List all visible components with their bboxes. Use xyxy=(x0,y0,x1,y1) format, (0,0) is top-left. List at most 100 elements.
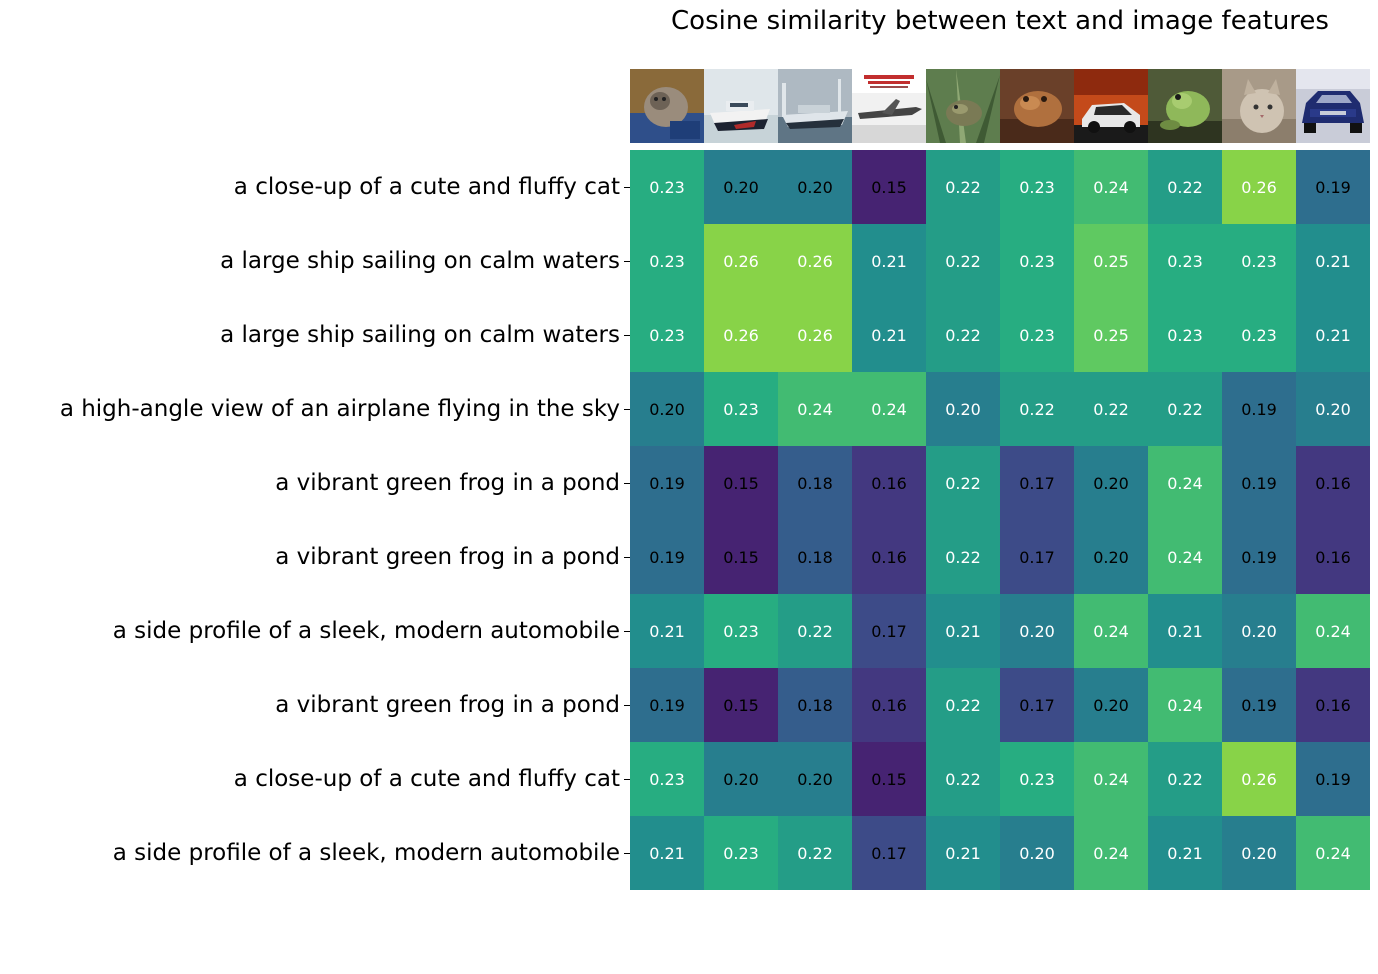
row-label: a vibrant green frog in a pond xyxy=(275,544,620,570)
heatmap-value-label: 0.22 xyxy=(1167,178,1203,197)
heatmap-cell xyxy=(704,520,778,594)
heatmap-value-label: 0.26 xyxy=(1241,770,1277,789)
heatmap-value-label: 0.26 xyxy=(797,252,833,271)
heatmap-value-label: 0.15 xyxy=(723,548,759,567)
heatmap-cell xyxy=(1296,816,1370,890)
heatmap-cell xyxy=(778,668,852,742)
frog-image-thumbnail xyxy=(1148,69,1222,143)
heatmap-value-label: 0.23 xyxy=(649,252,685,271)
similarity-heatmap: 0.23 0.20 0.20 0.15 0.22 0.23 0.24 0.22 0.26 0.19… xyxy=(630,150,1370,890)
heatmap-value-label: 0.22 xyxy=(1167,400,1203,419)
heatmap-value-label: 0.23 xyxy=(723,844,759,863)
heatmap-cell xyxy=(1000,372,1074,446)
heatmap-cell xyxy=(1222,520,1296,594)
heatmap-cell xyxy=(1296,668,1370,742)
heatmap-value-label: 0.22 xyxy=(1093,400,1129,419)
heatmap-cell xyxy=(1148,594,1222,668)
row-label: a side profile of a sleek, modern automo… xyxy=(112,618,620,644)
heatmap-value-label: 0.24 xyxy=(1093,844,1129,863)
heatmap-value-label: 0.17 xyxy=(871,844,907,863)
heatmap-value-label: 0.19 xyxy=(649,548,685,567)
heatmap-cell xyxy=(704,594,778,668)
heatmap-value-label: 0.23 xyxy=(1241,252,1277,271)
heatmap-cell xyxy=(852,224,926,298)
heatmap-cell xyxy=(778,594,852,668)
heatmap-cell xyxy=(852,520,926,594)
y-tick-mark xyxy=(624,631,630,632)
heatmap-cell xyxy=(1148,372,1222,446)
y-tick-mark xyxy=(624,557,630,558)
cat-image-thumbnail xyxy=(1222,69,1296,143)
heatmap-value-label: 0.20 xyxy=(797,770,833,789)
airplane-image-thumbnail xyxy=(852,69,926,143)
heatmap-cell xyxy=(1074,742,1148,816)
automobile-image-thumbnail xyxy=(1296,69,1370,143)
heatmap-value-label: 0.20 xyxy=(723,770,759,789)
heatmap-cell xyxy=(1296,594,1370,668)
y-tick-mark xyxy=(624,853,630,854)
y-tick-mark xyxy=(624,483,630,484)
heatmap-cell xyxy=(1148,298,1222,372)
heatmap-value-label: 0.23 xyxy=(1167,252,1203,271)
heatmap-cell xyxy=(852,816,926,890)
heatmap-value-label: 0.20 xyxy=(945,400,981,419)
heatmap-cell xyxy=(630,372,704,446)
heatmap-value-label: 0.22 xyxy=(1167,770,1203,789)
heatmap-value-label: 0.16 xyxy=(871,548,907,567)
heatmap-cell xyxy=(852,298,926,372)
y-tick-mark xyxy=(624,779,630,780)
heatmap-cell xyxy=(926,298,1000,372)
frog-image-thumbnail xyxy=(1000,69,1074,143)
heatmap-value-label: 0.19 xyxy=(1241,548,1277,567)
heatmap-value-label: 0.21 xyxy=(1315,252,1351,271)
heatmap-cell xyxy=(926,224,1000,298)
heatmap-cell xyxy=(1000,224,1074,298)
heatmap-value-label: 0.19 xyxy=(1241,474,1277,493)
heatmap-cell xyxy=(630,742,704,816)
heatmap-value-label: 0.21 xyxy=(1315,326,1351,345)
heatmap-value-label: 0.26 xyxy=(723,326,759,345)
heatmap-value-label: 0.22 xyxy=(1019,400,1055,419)
heatmap-cell xyxy=(926,742,1000,816)
heatmap-value-label: 0.21 xyxy=(871,326,907,345)
heatmap-cell xyxy=(704,446,778,520)
heatmap-value-label: 0.22 xyxy=(945,178,981,197)
heatmap-value-label: 0.21 xyxy=(1167,844,1203,863)
heatmap-cell xyxy=(1222,224,1296,298)
heatmap-value-label: 0.21 xyxy=(871,252,907,271)
row-labels: a close-up of a cute and fluffy cat a lar… xyxy=(0,150,630,890)
chart-title: Cosine similarity between text and image… xyxy=(671,6,1329,36)
heatmap-value-label: 0.20 xyxy=(1093,548,1129,567)
ship-image-thumbnail xyxy=(778,69,852,143)
heatmap-cell xyxy=(1296,446,1370,520)
heatmap-cell xyxy=(1074,520,1148,594)
cat-image-thumbnail xyxy=(630,69,704,143)
y-tick-mark xyxy=(624,187,630,188)
y-tick-mark xyxy=(624,261,630,262)
heatmap-cell xyxy=(1148,150,1222,224)
heatmap-cell xyxy=(778,224,852,298)
heatmap-cell xyxy=(926,372,1000,446)
heatmap-value-label: 0.24 xyxy=(1315,844,1351,863)
heatmap-cell xyxy=(630,816,704,890)
heatmap-value-label: 0.19 xyxy=(1241,400,1277,419)
heatmap-value-label: 0.17 xyxy=(1019,474,1055,493)
heatmap-value-label: 0.23 xyxy=(649,178,685,197)
heatmap-value-label: 0.20 xyxy=(1093,696,1129,715)
heatmap-value-label: 0.19 xyxy=(1315,770,1351,789)
heatmap-value-label: 0.26 xyxy=(797,326,833,345)
heatmap-value-label: 0.15 xyxy=(871,770,907,789)
heatmap-cell xyxy=(630,594,704,668)
heatmap-cell xyxy=(1000,594,1074,668)
heatmap-value-label: 0.19 xyxy=(1241,696,1277,715)
heatmap-cell xyxy=(926,520,1000,594)
frog-image-thumbnail xyxy=(926,69,1000,143)
heatmap-cell xyxy=(1148,668,1222,742)
heatmap-value-label: 0.18 xyxy=(797,474,833,493)
heatmap-cell xyxy=(852,742,926,816)
heatmap-cell xyxy=(704,224,778,298)
heatmap-value-label: 0.16 xyxy=(871,474,907,493)
heatmap-cell xyxy=(1148,742,1222,816)
heatmap-value-label: 0.19 xyxy=(649,474,685,493)
heatmap-cell xyxy=(778,372,852,446)
